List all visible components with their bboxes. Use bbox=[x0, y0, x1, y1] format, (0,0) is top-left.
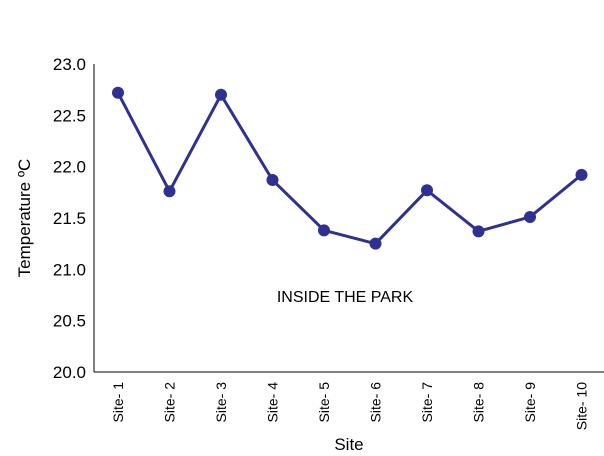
y-axis-label: Temperature ºC bbox=[15, 159, 34, 278]
annotation-label: INSIDE THE PARK bbox=[277, 289, 414, 306]
y-tick-labels: 20.0 20.5 21.0 21.5 22.0 22.5 23.0 bbox=[53, 55, 86, 382]
data-point bbox=[215, 88, 227, 101]
data-point bbox=[472, 225, 485, 238]
data-point bbox=[112, 86, 124, 99]
data-point bbox=[575, 168, 588, 181]
x-tick-label: Site- 3 bbox=[213, 382, 229, 423]
data-point bbox=[266, 174, 279, 187]
y-tick-label: 22.0 bbox=[53, 158, 86, 177]
data-point bbox=[369, 237, 382, 250]
x-axis: Site- 1 Site- 2 Site- 3 Site- 4 Site- 5 Site-… bbox=[94, 371, 604, 430]
x-tick-label: Site- 10 bbox=[574, 382, 590, 430]
y-tick-label: 23.0 bbox=[53, 55, 86, 74]
x-tick-label: Site- 8 bbox=[471, 382, 487, 423]
x-tick-label: Site- 4 bbox=[265, 382, 281, 423]
x-tick-label: Site- 7 bbox=[419, 382, 435, 423]
x-tick-labels: Site- 1 Site- 2 Site- 3 Site- 4 Site- 5 Site-… bbox=[110, 382, 590, 430]
y-tick-label: 20.5 bbox=[53, 312, 86, 331]
data-point bbox=[421, 184, 433, 197]
x-tick-label: Site- 2 bbox=[162, 382, 178, 423]
x-tick-label: Site- 9 bbox=[522, 382, 538, 423]
data-point bbox=[524, 210, 536, 223]
y-tick-label: 22.5 bbox=[53, 106, 86, 125]
y-axis: 20.0 20.5 21.0 21.5 22.0 22.5 23.0 bbox=[53, 55, 95, 382]
data-point bbox=[318, 224, 330, 237]
series-line bbox=[116, 92, 583, 246]
series-group bbox=[112, 86, 588, 250]
y-tick-label: 20.0 bbox=[53, 363, 86, 382]
x-tick-label: Site- 1 bbox=[110, 382, 126, 423]
y-tick-label: 21.5 bbox=[53, 209, 86, 228]
y-tick-label: 21.0 bbox=[53, 260, 86, 279]
x-axis-label: Site bbox=[334, 435, 363, 454]
data-point bbox=[163, 185, 176, 198]
x-tick-label: Site- 5 bbox=[316, 382, 332, 423]
x-tick-label: Site- 6 bbox=[368, 382, 384, 423]
